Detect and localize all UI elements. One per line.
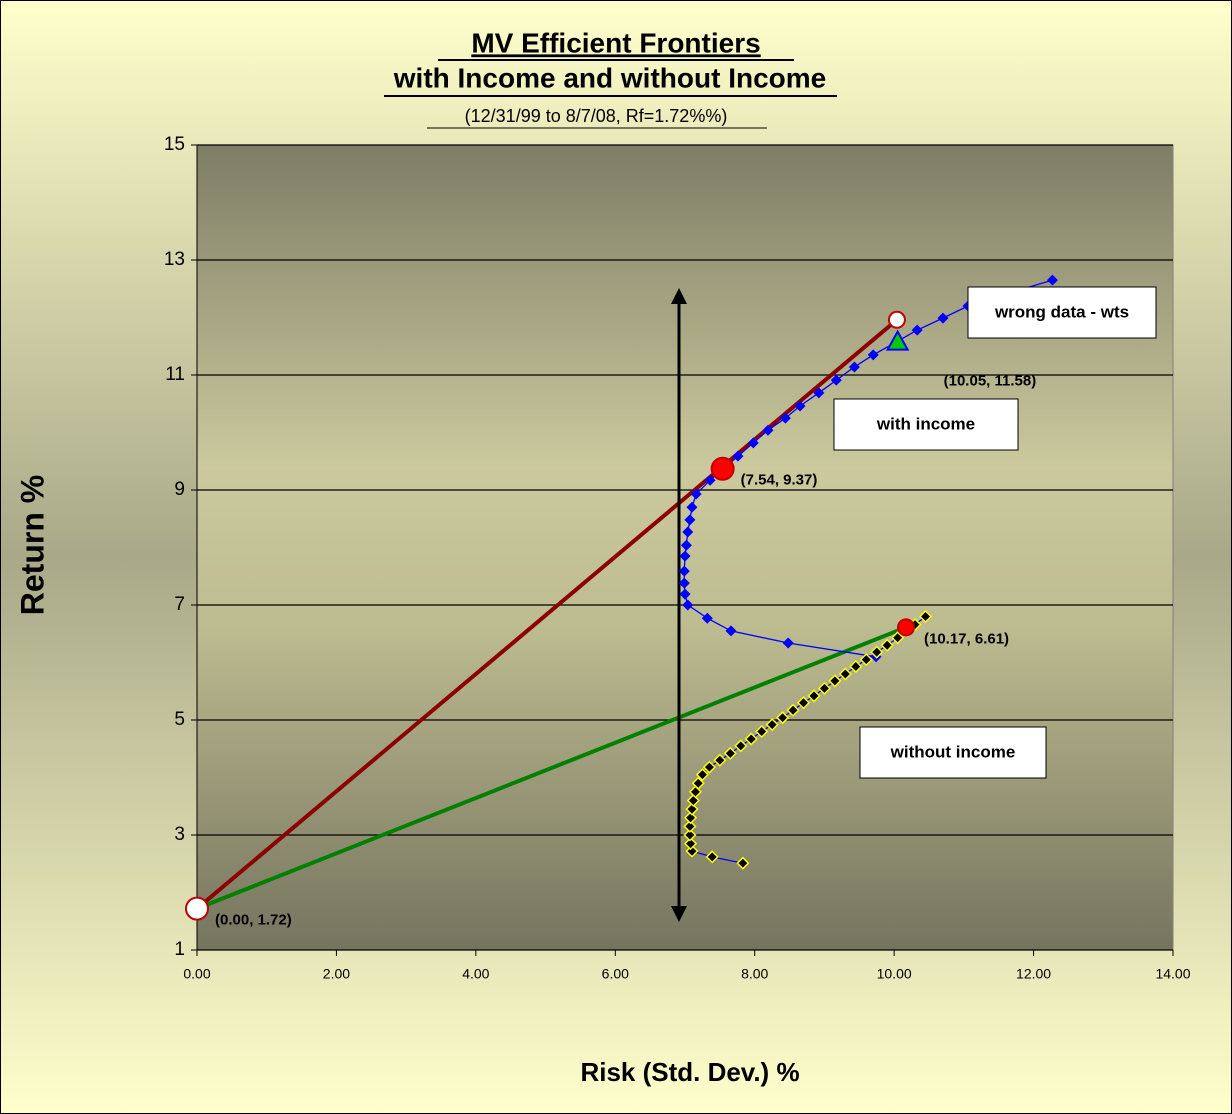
frontier-point <box>686 501 698 513</box>
tangent-line <box>196 625 907 911</box>
marker-point <box>885 329 910 351</box>
x-tick-label: 8.00 <box>741 966 768 982</box>
y-tick-label: 1 <box>174 939 185 960</box>
marker-point <box>896 618 915 637</box>
frontier-point <box>870 645 884 659</box>
chart-subtitle: (12/31/99 to 8/7/08, Rf=1.72%%) <box>465 106 728 126</box>
frontier-point <box>807 689 821 703</box>
frontier-point <box>736 856 750 870</box>
frontier-point <box>859 653 873 667</box>
frontier-point <box>682 599 694 611</box>
frontier-point <box>762 424 774 436</box>
frontier-point <box>684 514 696 526</box>
frontier-point <box>691 776 705 790</box>
frontier-point <box>849 659 863 674</box>
x-tick-label: 2.00 <box>323 966 350 982</box>
note: without income <box>890 742 1016 761</box>
frontier-point <box>713 753 727 767</box>
frontier-point <box>679 588 691 600</box>
y-tick-label: 7 <box>174 594 185 615</box>
chart-title: MV Efficient Frontiers <box>471 27 760 58</box>
frontier-point <box>678 565 690 577</box>
frontier-point <box>830 374 842 386</box>
y-tick-label: 5 <box>174 709 185 730</box>
x-tick-label: 14.00 <box>1155 966 1190 982</box>
frontier-point <box>701 612 713 624</box>
frontier-point <box>723 746 737 760</box>
y-tick-label: 15 <box>164 134 185 155</box>
marker-point <box>887 310 906 329</box>
x-axis-label: Risk (Std. Dev.) % <box>580 1057 799 1087</box>
frontier-point <box>891 631 905 645</box>
frontier-point <box>796 696 811 710</box>
frontier-point <box>779 412 791 424</box>
frontier-point <box>732 450 744 462</box>
frontier-point <box>1046 274 1058 286</box>
marker-point <box>185 896 209 921</box>
frontier-point <box>776 711 790 725</box>
frontier-point <box>684 811 698 825</box>
arrow-head <box>671 906 687 922</box>
frontier-point <box>683 828 697 842</box>
frontier-point <box>817 681 831 695</box>
marker-point <box>710 456 735 481</box>
frontier-point <box>880 638 894 652</box>
frontier-point <box>678 577 690 589</box>
frontier-point <box>794 400 806 412</box>
frontier-point <box>695 768 709 782</box>
y-axis-label: Return % <box>14 475 50 615</box>
frontier-point <box>937 312 949 324</box>
point-label: (10.17, 6.61) <box>924 630 1009 647</box>
frontier-point <box>682 526 694 538</box>
frontier-point <box>813 387 825 399</box>
y-tick-label: 11 <box>165 364 185 385</box>
y-tick-label: 3 <box>174 824 185 845</box>
point-label: (10.05, 11.58) <box>944 373 1037 390</box>
frontier-point <box>838 667 852 681</box>
chart-title: with Income and without Income <box>393 62 826 93</box>
x-tick-label: 12.00 <box>1016 966 1051 982</box>
frontier-point <box>918 609 933 624</box>
frontier-point <box>684 837 698 851</box>
frontier-point <box>867 349 879 361</box>
frontier-point <box>786 703 800 717</box>
frontier-point <box>744 732 758 746</box>
x-tick-label: 0.00 <box>183 966 210 982</box>
frontier-point <box>848 361 860 373</box>
x-tick-label: 10.00 <box>877 966 912 982</box>
frontier-point <box>679 550 691 562</box>
note: wrong data - wts <box>994 302 1129 321</box>
frontier-point <box>690 488 702 500</box>
frontier-point <box>683 819 697 833</box>
note-box <box>859 726 1047 779</box>
frontier-point <box>704 474 716 486</box>
frontier-point <box>685 802 699 816</box>
frontier-point <box>734 739 748 753</box>
point-label: (0.00, 1.72) <box>215 912 292 929</box>
frontier-point <box>765 718 779 732</box>
frontier-point <box>755 724 769 739</box>
x-tick-label: 4.00 <box>462 966 489 982</box>
frontier-point <box>747 437 759 449</box>
y-tick-label: 13 <box>164 249 185 270</box>
frontier-point <box>911 324 923 336</box>
frontier-point <box>680 539 692 551</box>
frontier-point <box>702 760 716 774</box>
point-label: (7.54, 9.37) <box>741 472 818 489</box>
note-box <box>967 286 1157 339</box>
y-tick-label: 9 <box>174 479 185 500</box>
frontier-point <box>725 625 737 637</box>
arrow-head <box>671 288 687 304</box>
frontier-point <box>828 674 842 688</box>
frontier-point <box>705 850 719 864</box>
note-box <box>833 398 1019 451</box>
x-tick-label: 6.00 <box>602 966 629 982</box>
note: with income <box>876 414 975 433</box>
frontier-point <box>782 637 794 649</box>
